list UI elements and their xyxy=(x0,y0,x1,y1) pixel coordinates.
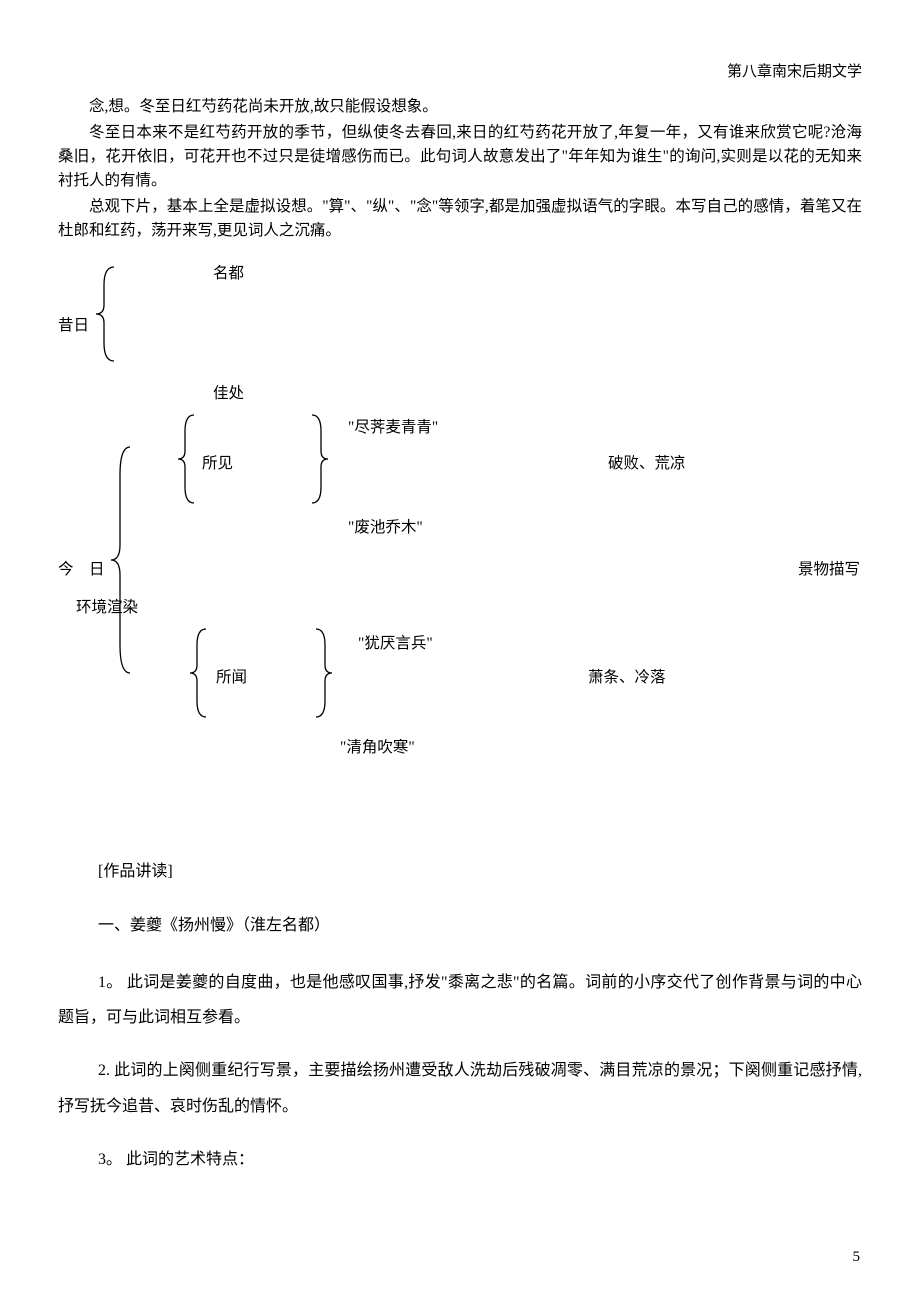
label-huanjing: 环境渲染 xyxy=(76,595,138,617)
brace-suowen-right xyxy=(312,627,334,719)
page-number: 5 xyxy=(853,1249,861,1266)
section-heading: [作品讲读] xyxy=(58,857,862,881)
label-mingdu: 名都 xyxy=(213,261,244,283)
chapter-header: 第八章南宋后期文学 xyxy=(58,60,862,81)
brace-xiri xyxy=(94,265,118,363)
reading-p3: 3。 此词的艺术特点： xyxy=(58,1142,862,1177)
label-jingwu: 景物描写 xyxy=(798,557,860,579)
work-title: 一、姜夔《扬州慢》（淮左名都） xyxy=(58,911,862,935)
quote-3: "犹厌言兵" xyxy=(358,631,433,653)
brace-suowen-left xyxy=(188,627,210,719)
label-suowen: 所闻 xyxy=(216,665,247,687)
quote-1: "尽荠麦青青" xyxy=(348,415,438,437)
brace-suojian-left xyxy=(176,413,198,505)
structure-diagram: 昔日 名都 佳处 今 日 所见 "尽荠麦青青" "废池乔木" 破败、荒凉 所闻 … xyxy=(58,257,862,817)
quote-2: "废池乔木" xyxy=(348,515,423,537)
paragraph-1: 念,想。冬至日红芍药花尚未开放,故只能假设想象。 xyxy=(58,95,862,119)
brace-jinri xyxy=(108,445,134,675)
quote-4: "清角吹寒" xyxy=(340,735,415,757)
brace-suojian-right xyxy=(308,413,330,505)
label-jinri: 今 日 xyxy=(58,557,105,579)
label-xiri: 昔日 xyxy=(58,313,89,335)
reading-p1: 1。 此词是姜夔的自度曲，也是他感叹国事,抒发"黍离之悲"的名篇。词前的小序交代… xyxy=(58,965,862,1035)
label-suojian: 所见 xyxy=(202,451,233,473)
label-jiachu: 佳处 xyxy=(213,381,244,403)
reading-p2: 2. 此词的上阕侧重纪行写景，主要描绘扬州遭受敌人洗劫后残破凋零、满目荒凉的景况… xyxy=(58,1053,862,1123)
result-2: 萧条、冷落 xyxy=(588,665,666,687)
paragraph-3: 总观下片，基本上全是虚拟设想。"算"、"纵"、"念"等领字,都是加强虚拟语气的字… xyxy=(58,195,862,243)
result-1: 破败、荒凉 xyxy=(608,451,686,473)
paragraph-2: 冬至日本来不是红芍药开放的季节，但纵使冬去春回,来日的红芍药花开放了,年复一年，… xyxy=(58,121,862,193)
